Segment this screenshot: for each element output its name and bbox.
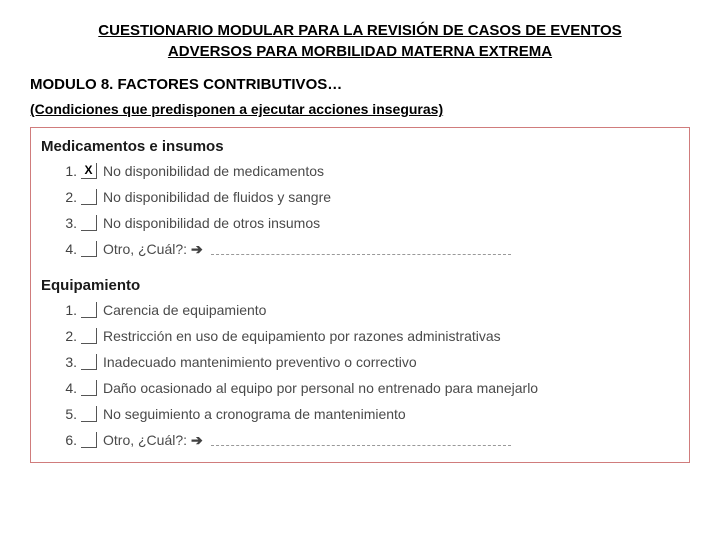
- form-row: 6. Otro, ¿Cuál?: ➔: [59, 428, 679, 452]
- checkbox[interactable]: [81, 302, 97, 318]
- fill-line[interactable]: [211, 434, 511, 446]
- item-label: Restricción en uso de equipamiento por r…: [103, 328, 501, 344]
- checkbox[interactable]: [81, 189, 97, 205]
- form-row: 4. Daño ocasionado al equipo por persona…: [59, 376, 679, 400]
- questionnaire-page: CUESTIONARIO MODULAR PARA LA REVISIÓN DE…: [0, 0, 720, 473]
- item-label: Inadecuado mantenimiento preventivo o co…: [103, 354, 417, 370]
- fill-line[interactable]: [211, 243, 511, 255]
- item-label: No disponibilidad de otros insumos: [103, 215, 320, 231]
- checkbox[interactable]: [81, 215, 97, 231]
- form-row: 1. X No disponibilidad de medicamentos: [59, 159, 679, 183]
- item-number: 2.: [59, 328, 77, 344]
- item-number: 3.: [59, 354, 77, 370]
- item-number: 1.: [59, 163, 77, 179]
- module-subtitle: (Condiciones que predisponen a ejecutar …: [30, 101, 690, 117]
- item-number: 6.: [59, 432, 77, 448]
- arrow-icon: ➔: [191, 432, 203, 449]
- item-label: Daño ocasionado al equipo por personal n…: [103, 380, 538, 396]
- item-label: Otro, ¿Cuál?:: [103, 432, 187, 448]
- checkbox[interactable]: [81, 380, 97, 396]
- item-number: 3.: [59, 215, 77, 231]
- form-row: 4. Otro, ¿Cuál?: ➔: [59, 237, 679, 261]
- checkbox[interactable]: [81, 354, 97, 370]
- item-number: 1.: [59, 302, 77, 318]
- form-row: 3. Inadecuado mantenimiento preventivo o…: [59, 350, 679, 374]
- item-label: Otro, ¿Cuál?:: [103, 241, 187, 257]
- item-label: No disponibilidad de fluidos y sangre: [103, 189, 331, 205]
- section-header-medicamentos: Medicamentos e insumos: [41, 138, 679, 155]
- item-number: 4.: [59, 380, 77, 396]
- item-label: Carencia de equipamiento: [103, 302, 266, 318]
- form-row: 2. No disponibilidad de fluidos y sangre: [59, 185, 679, 209]
- item-number: 4.: [59, 241, 77, 257]
- arrow-icon: ➔: [191, 241, 203, 258]
- item-label: No disponibilidad de medicamentos: [103, 163, 324, 179]
- checkbox[interactable]: [81, 241, 97, 257]
- form-row: 5. No seguimiento a cronograma de manten…: [59, 402, 679, 426]
- page-title: CUESTIONARIO MODULAR PARA LA REVISIÓN DE…: [70, 20, 650, 62]
- item-label: No seguimiento a cronograma de mantenimi…: [103, 406, 406, 422]
- form-row: 2. Restricción en uso de equipamiento po…: [59, 324, 679, 348]
- item-number: 5.: [59, 406, 77, 422]
- form-row: 3. No disponibilidad de otros insumos: [59, 211, 679, 235]
- checkbox[interactable]: [81, 328, 97, 344]
- form-row: 1. Carencia de equipamiento: [59, 298, 679, 322]
- form-box: Medicamentos e insumos 1. X No disponibi…: [30, 127, 690, 463]
- checkbox[interactable]: [81, 432, 97, 448]
- module-heading: MODULO 8. FACTORES CONTRIBUTIVOS…: [30, 76, 690, 93]
- checkbox[interactable]: X: [81, 163, 97, 179]
- checkbox[interactable]: [81, 406, 97, 422]
- item-number: 2.: [59, 189, 77, 205]
- section-header-equipamiento: Equipamiento: [41, 277, 679, 294]
